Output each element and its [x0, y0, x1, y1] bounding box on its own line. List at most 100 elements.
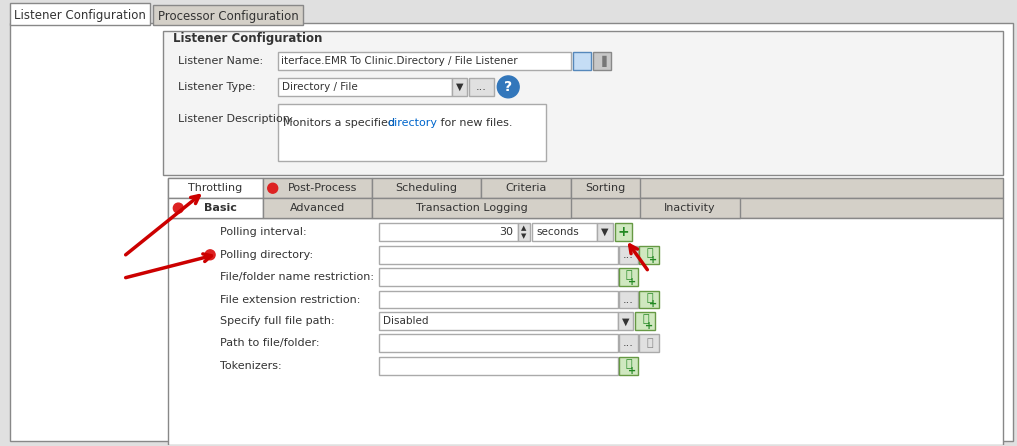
Bar	[614, 223, 633, 241]
Text: +: +	[629, 277, 637, 287]
Text: ...: ...	[623, 294, 634, 305]
Text: File/folder name restriction:: File/folder name restriction:	[220, 272, 374, 282]
Bar	[571, 178, 641, 198]
Bar	[262, 198, 372, 218]
Bar	[278, 52, 571, 70]
Bar	[519, 223, 530, 241]
Text: ▼: ▼	[456, 82, 464, 92]
Text: ▼: ▼	[601, 227, 608, 237]
Text: ▐: ▐	[597, 55, 606, 66]
Bar	[169, 198, 262, 218]
Text: 📋: 📋	[625, 270, 632, 280]
Bar	[372, 198, 571, 218]
Text: Processor Configuration: Processor Configuration	[158, 10, 298, 23]
Text: +: +	[649, 255, 657, 265]
Text: Listener Configuration: Listener Configuration	[14, 9, 145, 22]
Bar	[597, 223, 612, 241]
Text: ...: ...	[623, 250, 634, 260]
Bar	[164, 31, 1003, 175]
Text: Listener Configuration: Listener Configuration	[173, 32, 322, 45]
Text: Post-Process: Post-Process	[288, 183, 357, 193]
Text: Scheduling: Scheduling	[396, 183, 458, 193]
Text: ...: ...	[623, 338, 634, 348]
Bar	[379, 334, 617, 352]
Bar	[618, 246, 639, 264]
Text: Monitors a specified: Monitors a specified	[283, 118, 399, 128]
Text: 📋: 📋	[642, 314, 649, 324]
Bar	[379, 291, 617, 309]
Bar	[618, 268, 639, 285]
Text: +: +	[629, 366, 637, 376]
Text: Sorting: Sorting	[586, 183, 625, 193]
Bar	[372, 178, 481, 198]
Bar	[470, 78, 494, 96]
Text: Specify full file path:: Specify full file path:	[220, 316, 335, 326]
Text: Polling directory:: Polling directory:	[220, 250, 313, 260]
Bar	[379, 313, 617, 330]
Bar	[379, 246, 617, 264]
Bar	[617, 313, 634, 330]
Bar	[278, 78, 452, 96]
Text: Directory / File: Directory / File	[282, 82, 357, 92]
Bar	[618, 334, 639, 352]
Text: ?: ?	[504, 80, 513, 94]
Text: Criteria: Criteria	[505, 183, 547, 193]
Bar	[640, 334, 659, 352]
Bar	[10, 4, 149, 25]
Text: 🗒: 🗒	[646, 338, 653, 348]
Text: +: +	[617, 225, 630, 239]
Bar	[481, 178, 571, 198]
Text: 30: 30	[499, 227, 514, 237]
Text: ▼: ▼	[621, 316, 630, 326]
Text: Polling interval:: Polling interval:	[220, 227, 307, 237]
Text: 📋: 📋	[625, 359, 632, 369]
Text: Advanced: Advanced	[290, 203, 345, 213]
Text: Inactivity: Inactivity	[664, 203, 716, 213]
Bar	[573, 52, 591, 70]
Bar	[169, 178, 1003, 198]
Bar	[379, 357, 617, 375]
Bar	[169, 198, 1003, 218]
Text: Basic: Basic	[204, 203, 237, 213]
Text: +: +	[645, 322, 653, 331]
Text: 📋: 📋	[646, 248, 653, 258]
Text: +: +	[649, 299, 657, 310]
Bar	[641, 198, 739, 218]
Bar	[640, 291, 659, 309]
Text: Transaction Logging: Transaction Logging	[416, 203, 528, 213]
Text: Listener Name:: Listener Name:	[178, 56, 263, 66]
Text: ...: ...	[476, 82, 487, 92]
Text: Disabled: Disabled	[383, 316, 428, 326]
Bar	[532, 223, 597, 241]
Text: Tokenizers:: Tokenizers:	[220, 361, 282, 371]
Bar	[278, 104, 546, 161]
Text: seconds: seconds	[536, 227, 579, 237]
Text: Throttling: Throttling	[188, 183, 243, 193]
Bar	[169, 218, 1003, 445]
Bar	[452, 78, 468, 96]
Bar	[618, 291, 639, 309]
Circle shape	[173, 203, 183, 213]
Bar	[262, 178, 372, 198]
Text: 📋: 📋	[646, 293, 653, 302]
Bar	[618, 357, 639, 375]
Text: Path to file/folder:: Path to file/folder:	[220, 338, 319, 348]
Bar	[640, 246, 659, 264]
Bar	[154, 5, 302, 25]
Bar	[593, 52, 610, 70]
Text: for new files.: for new files.	[436, 118, 513, 128]
Text: iterface.EMR To Clinic.Directory / File Listener: iterface.EMR To Clinic.Directory / File …	[281, 56, 518, 66]
Bar	[169, 178, 262, 198]
Bar	[636, 313, 655, 330]
Circle shape	[205, 250, 215, 260]
Bar	[379, 268, 617, 285]
Text: directory: directory	[387, 118, 437, 128]
Text: Listener Description:: Listener Description:	[178, 114, 294, 124]
Bar	[379, 223, 519, 241]
Circle shape	[497, 76, 519, 98]
Text: ▲: ▲	[522, 225, 527, 231]
Text: Listener Type:: Listener Type:	[178, 82, 256, 92]
Text: File extension restriction:: File extension restriction:	[220, 294, 360, 305]
Text: ▼: ▼	[522, 233, 527, 239]
Circle shape	[267, 183, 278, 193]
